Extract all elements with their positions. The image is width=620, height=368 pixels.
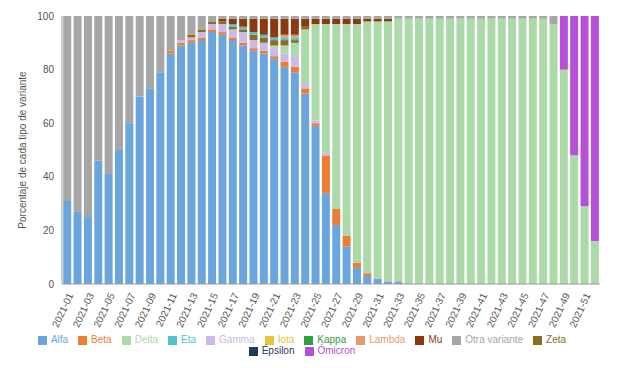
svg-text:2021-49: 2021-49	[546, 291, 572, 330]
svg-text:2021-23: 2021-23	[277, 291, 303, 330]
svg-text:2021-21: 2021-21	[256, 291, 283, 330]
svg-text:2021-27: 2021-27	[318, 291, 345, 330]
svg-text:2021-19: 2021-19	[236, 291, 262, 330]
svg-text:2021-03: 2021-03	[70, 291, 97, 330]
svg-text:20: 20	[43, 225, 55, 236]
svg-text:2021-13: 2021-13	[174, 291, 200, 330]
html-text:Mu: Mu	[428, 334, 443, 345]
svg-text:2021-33: 2021-33	[381, 291, 407, 330]
svg-text:60: 60	[43, 118, 55, 129]
html-text:Lambda: Lambda	[369, 334, 406, 345]
html-text:Kappa: Kappa	[317, 334, 347, 345]
svg-text:2021-17: 2021-17	[215, 291, 241, 330]
svg-text:2021-01: 2021-01	[49, 291, 76, 330]
svg-text:80: 80	[43, 64, 55, 75]
html-text:Iota: Iota	[277, 334, 295, 345]
html-text:Gamma: Gamma	[219, 334, 255, 345]
html-text:Zeta: Zeta	[546, 334, 567, 345]
svg-text:2021-45: 2021-45	[505, 291, 531, 330]
svg-text:2021-25: 2021-25	[298, 291, 324, 330]
html-text:Otra variante: Otra variante	[465, 334, 524, 345]
svg-text:2021-51: 2021-51	[567, 291, 593, 329]
svg-text:2021-41: 2021-41	[463, 291, 490, 330]
html-text:Eta: Eta	[181, 334, 197, 345]
svg-text:2021-29: 2021-29	[339, 291, 366, 330]
svg-text:2021-07: 2021-07	[112, 291, 138, 330]
svg-text:100: 100	[37, 11, 54, 22]
html-text:Alfa: Alfa	[50, 334, 69, 345]
svg-text:2021-09: 2021-09	[132, 291, 159, 330]
svg-text:2021-31: 2021-31	[360, 291, 386, 330]
html-text:Delta: Delta	[134, 334, 158, 345]
svg-text:2021-11: 2021-11	[153, 291, 179, 329]
html-text:Épsilon: Épsilon	[261, 345, 295, 356]
svg-text:0: 0	[48, 279, 54, 290]
svg-text:2021-43: 2021-43	[484, 291, 510, 330]
html-text:Ómicron: Ómicron	[317, 345, 356, 356]
svg-text:2021-37: 2021-37	[422, 291, 448, 330]
html-text:Beta: Beta	[91, 334, 112, 345]
svg-text:2021-39: 2021-39	[443, 291, 469, 330]
svg-text:2021-35: 2021-35	[401, 291, 428, 330]
svg-text:2021-47: 2021-47	[525, 291, 552, 330]
svg-text:Porcentaje de cada tipo de var: Porcentaje de cada tipo de variante	[17, 71, 28, 229]
svg-text:2021-15: 2021-15	[194, 291, 221, 330]
svg-text:40: 40	[43, 171, 55, 182]
svg-text:2021-05: 2021-05	[91, 291, 117, 330]
